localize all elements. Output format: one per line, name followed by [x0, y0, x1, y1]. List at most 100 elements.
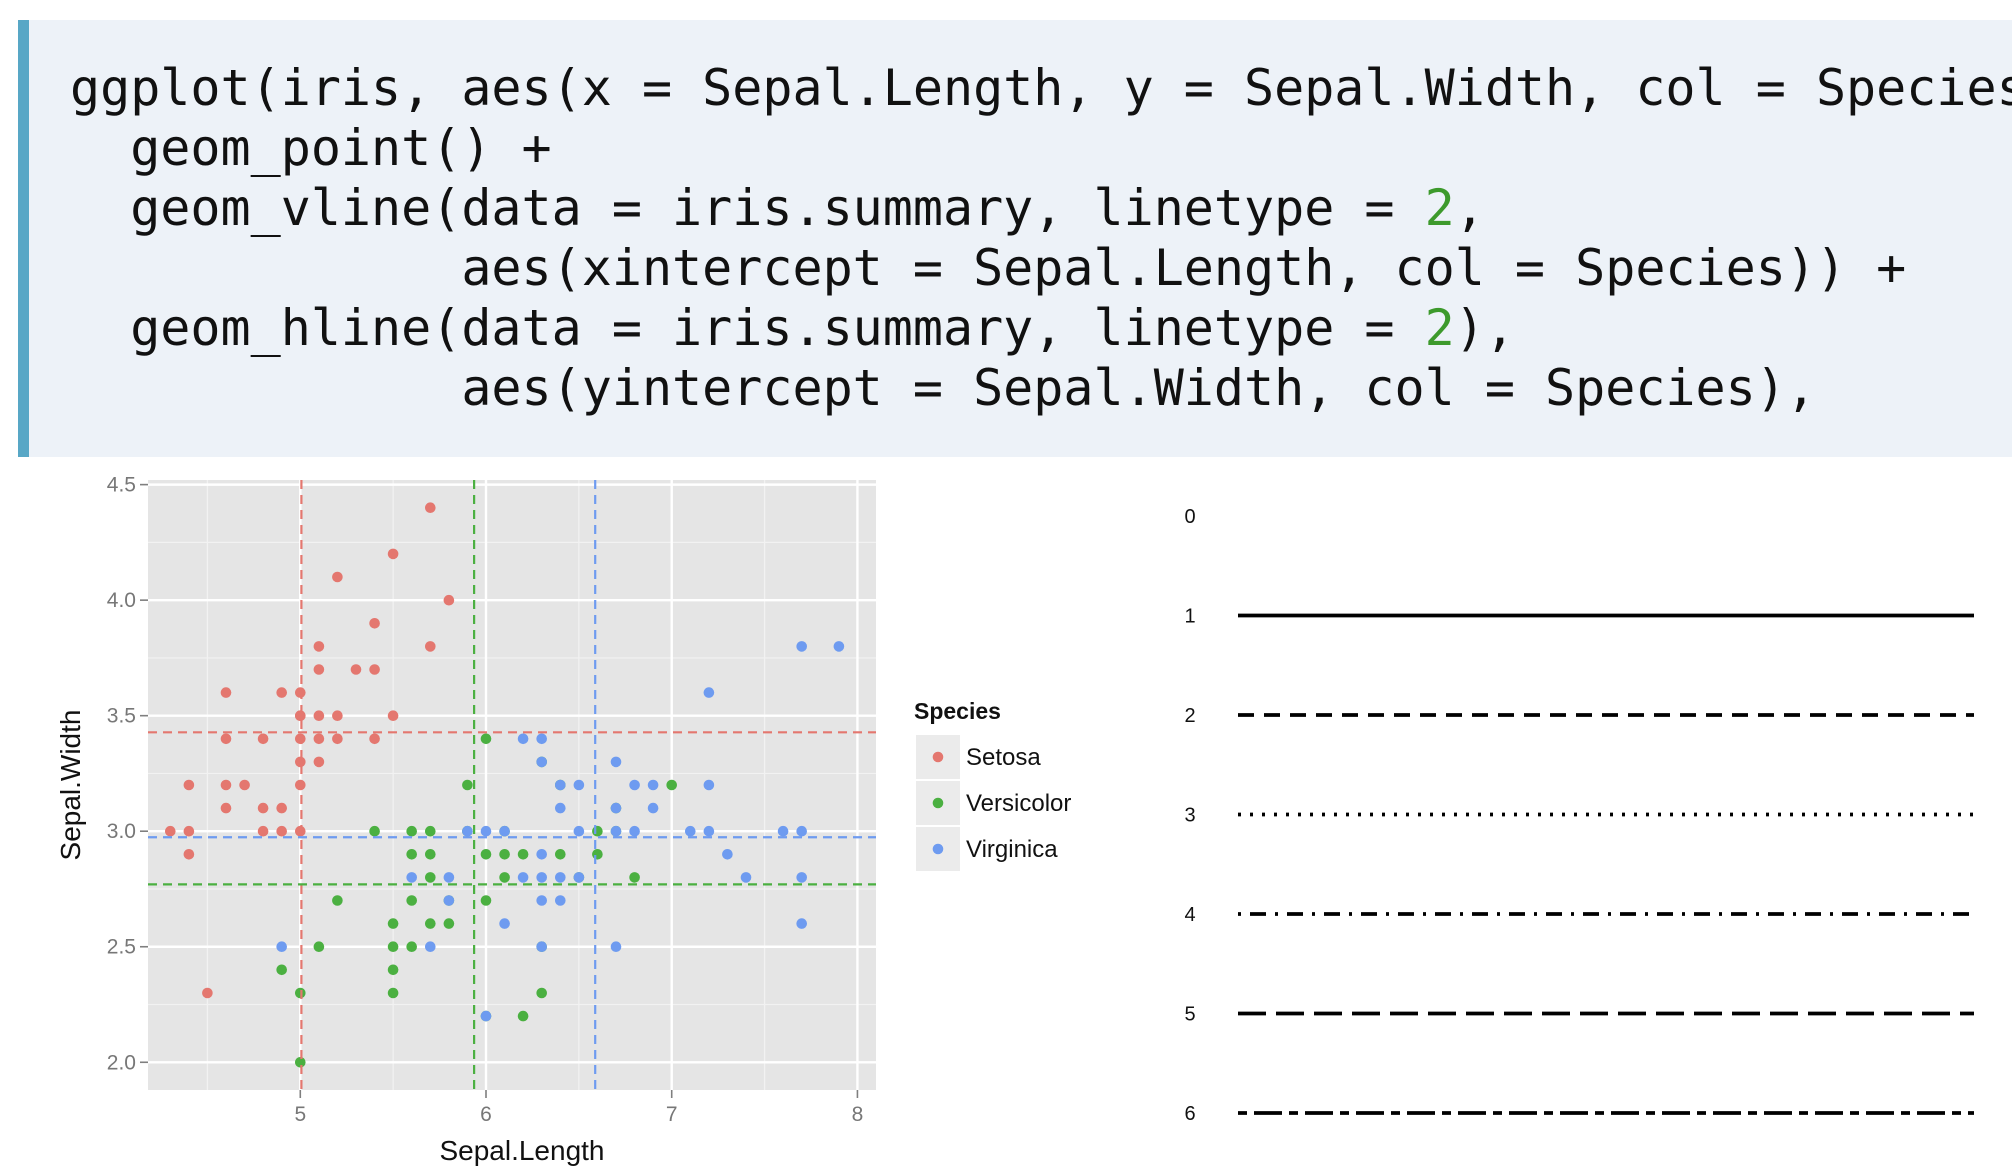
data-point-virginica [499, 825, 510, 837]
data-point-versicolor [443, 918, 455, 929]
data-point-virginica [517, 872, 529, 883]
data-point-versicolor [425, 825, 436, 837]
data-point-setosa [276, 825, 288, 837]
data-point-setosa [425, 641, 436, 652]
data-point-virginica [443, 895, 455, 906]
y-tick-label: 3.0 [107, 820, 136, 843]
code-line: aes(yintercept = Sepal.Width, col = Spec… [70, 358, 2012, 418]
data-point-setosa [313, 664, 325, 675]
y-tick-label: 3.5 [107, 705, 136, 728]
data-point-virginica [536, 941, 547, 952]
data-point-virginica [536, 733, 547, 745]
data-point-virginica [462, 825, 473, 837]
code-line: ggplot(iris, aes(x = Sepal.Length, y = S… [70, 58, 2012, 118]
data-point-setosa [369, 664, 380, 675]
code-text: geom_hline(data = iris.summary, linetype… [70, 299, 1425, 357]
data-point-versicolor [536, 987, 547, 999]
data-point-setosa [387, 548, 399, 560]
code-line: aes(xintercept = Sepal.Length, col = Spe… [70, 238, 2012, 298]
code-text: geom_point() + [70, 119, 552, 177]
linetype-label: 2 [1184, 705, 1195, 727]
scatter-plot: 2.0 2.5 3.0 3.5 4.0 4.5 5 6 7 8 Sepal.Length Sepal.… [55, 474, 1071, 1166]
data-point-setosa [369, 733, 380, 745]
legend-title: Species [914, 698, 1001, 724]
code-text: aes(xintercept = Sepal.Length, col = Spe… [70, 239, 1907, 297]
data-point-virginica [536, 872, 547, 883]
data-point-virginica [703, 825, 715, 837]
data-point-versicolor [369, 825, 380, 837]
data-point-setosa [369, 618, 380, 629]
code-accent-bar [18, 20, 29, 457]
data-point-virginica [610, 802, 622, 814]
code-text: geom_vline(data = iris.summary, linetype… [70, 179, 1425, 237]
data-point-versicolor [480, 895, 492, 906]
data-point-setosa [276, 687, 288, 698]
code-text: aes(yintercept = Sepal.Width, col = Spec… [70, 359, 1816, 417]
data-point-setosa [313, 710, 325, 721]
legend: Species Setosa Versicolor Virginica [914, 698, 1071, 871]
legend-key-virginica [932, 843, 944, 855]
data-point-versicolor [387, 941, 399, 952]
data-point-setosa [443, 594, 455, 606]
data-point-versicolor [666, 779, 677, 791]
legend-label: Virginica [966, 836, 1058, 863]
data-point-setosa [220, 779, 232, 791]
data-point-setosa [183, 825, 195, 837]
data-point-virginica [647, 779, 659, 791]
data-point-setosa [239, 779, 250, 791]
linetype-label: 5 [1184, 1004, 1195, 1026]
data-point-virginica [536, 895, 547, 906]
data-point-virginica [573, 825, 585, 837]
data-point-virginica [796, 918, 807, 929]
data-point-virginica [833, 641, 845, 652]
data-point-setosa [276, 802, 288, 814]
data-point-setosa [387, 710, 399, 721]
code-number: 2 [1424, 299, 1455, 357]
data-point-virginica [555, 895, 566, 906]
data-point-versicolor [499, 849, 510, 860]
data-point-virginica [555, 779, 566, 791]
data-point-setosa [332, 571, 343, 583]
data-point-setosa [295, 756, 306, 768]
data-point-virginica [573, 779, 585, 791]
data-point-setosa [257, 825, 269, 837]
data-point-setosa [202, 987, 213, 999]
data-point-virginica [517, 733, 529, 745]
data-point-setosa [313, 733, 325, 745]
data-point-setosa [313, 641, 325, 652]
data-point-versicolor [629, 872, 640, 883]
data-point-virginica [647, 802, 659, 814]
legend-key-versicolor [932, 797, 944, 809]
data-point-versicolor [499, 872, 510, 883]
legend-label: Versicolor [966, 790, 1071, 817]
code-line: geom_vline(data = iris.summary, linetype… [70, 178, 2012, 238]
data-point-versicolor [406, 849, 418, 860]
data-point-virginica [406, 872, 418, 883]
code-number: 2 [1424, 179, 1455, 237]
data-point-versicolor [295, 1057, 306, 1068]
data-point-versicolor [276, 964, 288, 976]
linetype-label: 0 [1184, 506, 1195, 528]
data-point-virginica [703, 779, 715, 791]
data-point-virginica [610, 941, 622, 952]
data-point-versicolor [517, 849, 529, 860]
data-point-versicolor [332, 895, 343, 906]
x-axis-title: Sepal.Length [439, 1135, 604, 1166]
data-point-setosa [350, 664, 362, 675]
data-point-setosa [332, 710, 343, 721]
data-point-setosa [257, 733, 269, 745]
data-point-virginica [629, 825, 640, 837]
data-point-versicolor [387, 918, 399, 929]
x-tick-label: 5 [294, 1103, 306, 1126]
legend-key-setosa [932, 751, 944, 763]
code-text: ggplot(iris, aes(x = Sepal.Length, y = S… [70, 59, 2012, 117]
data-point-versicolor [387, 964, 399, 976]
data-point-virginica [443, 872, 455, 883]
y-tick-label: 2.5 [107, 936, 136, 959]
data-point-virginica [629, 779, 640, 791]
data-point-versicolor [425, 918, 436, 929]
data-point-virginica [685, 825, 696, 837]
data-point-setosa [257, 802, 269, 814]
data-point-virginica [722, 849, 733, 860]
data-point-versicolor [592, 825, 603, 837]
